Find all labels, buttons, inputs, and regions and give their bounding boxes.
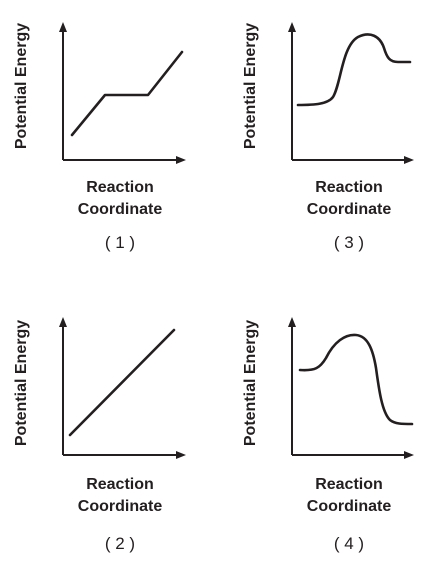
y-axis-arrow-icon xyxy=(59,22,67,32)
x-axis-label-line2: Coordinate xyxy=(307,201,392,218)
y-axis-label: Potential Energy xyxy=(242,320,259,446)
panel-number: ( 3 ) xyxy=(334,233,364,252)
y-axis-label: Potential Energy xyxy=(13,320,30,446)
panel-number: ( 4 ) xyxy=(334,534,364,553)
x-axis-arrow-icon xyxy=(176,156,186,164)
energy-curve xyxy=(298,333,414,426)
x-axis-label-line2: Coordinate xyxy=(78,201,163,218)
y-axis-label: Potential Energy xyxy=(13,23,30,149)
panel-number: ( 1 ) xyxy=(105,233,135,252)
energy-curve xyxy=(296,33,412,107)
energy-curve xyxy=(70,50,184,137)
x-axis-label-line1: Reaction xyxy=(86,476,154,493)
x-axis-label-line2: Coordinate xyxy=(78,498,163,515)
x-axis-arrow-icon xyxy=(404,451,414,459)
energy-curve xyxy=(68,328,176,437)
panel-1: Potential Energy Reaction Coordinate ( 1… xyxy=(13,22,186,252)
panel-2: Potential Energy Reaction Coordinate ( 2… xyxy=(13,317,186,553)
x-axis-label-line1: Reaction xyxy=(315,179,383,196)
x-axis-label-line2: Coordinate xyxy=(307,498,392,515)
x-axis-arrow-icon xyxy=(404,156,414,164)
x-axis-label-line1: Reaction xyxy=(315,476,383,493)
panel-number: ( 2 ) xyxy=(105,534,135,553)
x-axis-label-line1: Reaction xyxy=(86,179,154,196)
y-axis-arrow-icon xyxy=(288,317,296,327)
y-axis-label: Potential Energy xyxy=(242,23,259,149)
y-axis-arrow-icon xyxy=(288,22,296,32)
panel-3: Potential Energy Reaction Coordinate ( 3… xyxy=(242,22,414,252)
x-axis-arrow-icon xyxy=(176,451,186,459)
y-axis-arrow-icon xyxy=(59,317,67,327)
panel-4: Potential Energy Reaction Coordinate ( 4… xyxy=(242,317,414,553)
